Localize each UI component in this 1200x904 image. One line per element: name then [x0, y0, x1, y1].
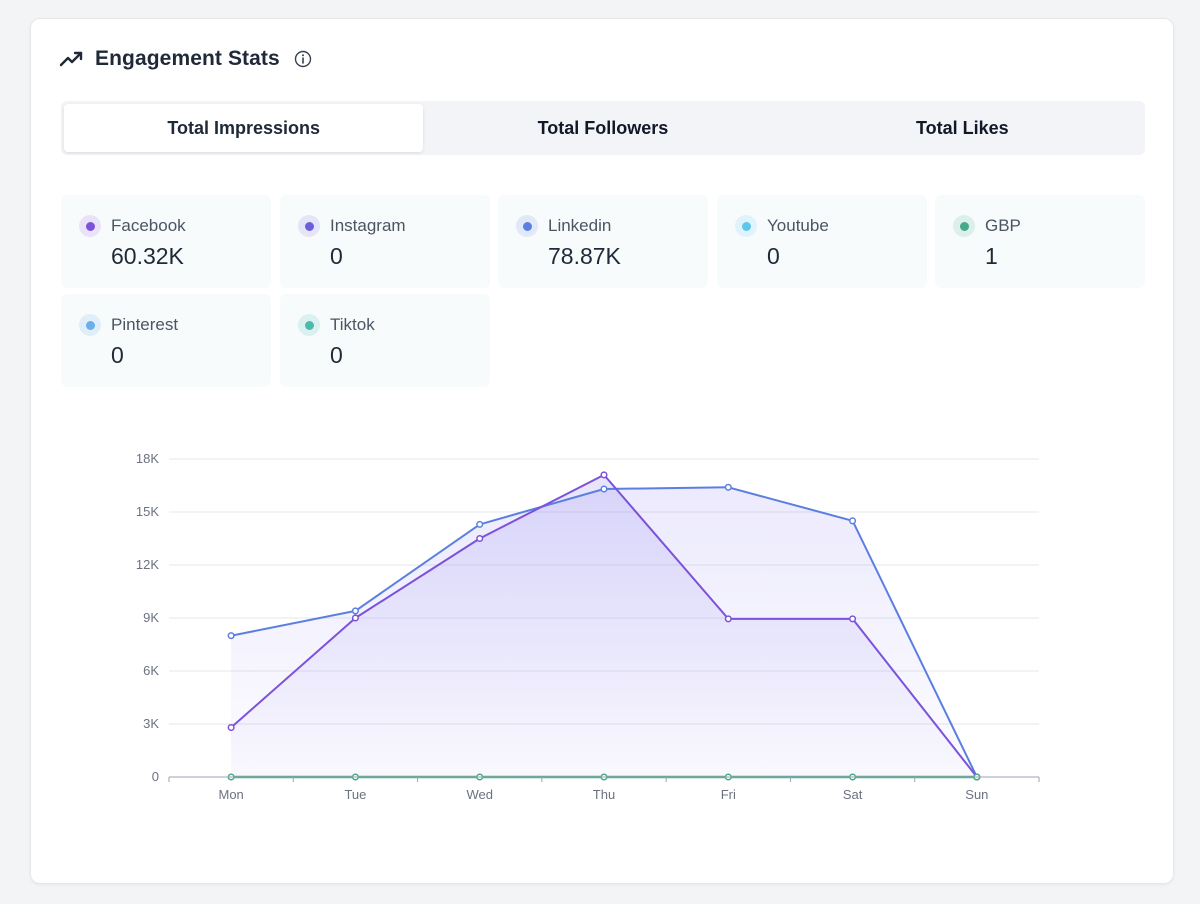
x-tick-label: Sat	[843, 787, 863, 802]
stat-value: 78.87K	[548, 243, 621, 269]
series-1-point[interactable]	[227, 723, 235, 732]
info-icon[interactable]	[294, 50, 312, 68]
stat-card-facebook: Facebook 60.32K	[61, 195, 271, 288]
card-title: Engagement Stats	[95, 47, 280, 70]
stat-name: Pinterest	[111, 315, 179, 334]
series-1-point[interactable]	[476, 534, 484, 543]
series-1-point[interactable]	[849, 615, 857, 623]
metric-tabs: Total Impressions Total Followers Total …	[61, 101, 1145, 155]
stat-name: GBP	[985, 216, 1021, 235]
stat-name: Instagram	[330, 216, 406, 235]
stat-value: 0	[330, 243, 343, 269]
facebook-dot-icon	[79, 215, 101, 237]
y-tick-label: 9K	[143, 610, 159, 625]
stat-value: 0	[111, 342, 124, 368]
series-0-point[interactable]	[227, 632, 235, 640]
impressions-line-chart: 0 3K 6K 9K 12K 15K 18K Mon Tue Wed Thu Fri Sat Sun	[136, 451, 1040, 802]
y-tick-label: 12K	[136, 557, 159, 572]
stat-card-tiktok: Tiktok 0	[280, 294, 490, 387]
pinterest-dot-icon	[79, 314, 101, 336]
linkedin-dot-icon	[516, 215, 538, 237]
y-tick-label: 0	[152, 769, 159, 784]
stat-value: 1	[985, 243, 998, 269]
tab-total-impressions[interactable]: Total Impressions	[64, 104, 424, 152]
series-0-point[interactable]	[351, 607, 359, 615]
x-tick-label: Sun	[965, 787, 988, 802]
stat-value: 60.32K	[111, 243, 184, 269]
stat-value: 0	[330, 342, 343, 368]
series-0-point[interactable]	[724, 483, 732, 491]
y-tick-label: 3K	[143, 716, 159, 731]
x-tick-label: Fri	[721, 787, 736, 802]
series-1-point[interactable]	[600, 471, 608, 479]
stat-name: Youtube	[767, 216, 829, 235]
stat-card-gbp: GBP 1	[935, 195, 1145, 288]
stat-name: Linkedin	[548, 216, 612, 235]
youtube-dot-icon	[735, 215, 757, 237]
stat-card-linkedin: Linkedin 78.87K	[498, 195, 708, 288]
stat-card-instagram: Instagram 0	[280, 195, 490, 288]
series-0-point[interactable]	[476, 520, 484, 528]
y-tick-label: 18K	[136, 451, 159, 466]
instagram-dot-icon	[298, 215, 320, 237]
stat-value: 0	[767, 243, 780, 269]
series-1-area	[231, 474, 977, 777]
series-1-point[interactable]	[724, 615, 732, 623]
x-tick-label: Thu	[593, 787, 615, 802]
gbp-dot-icon	[953, 215, 975, 237]
stat-card-pinterest: Pinterest 0	[61, 294, 271, 387]
y-tick-label: 15K	[136, 504, 159, 519]
stat-name: Facebook	[111, 216, 186, 235]
x-tick-label: Wed	[466, 787, 493, 802]
card-header: Engagement Stats	[59, 47, 312, 71]
stat-card-youtube: Youtube 0	[717, 195, 927, 288]
engagement-stats-card: Engagement Stats Total Impressions Total…	[30, 18, 1174, 884]
tab-total-likes[interactable]: Total Likes	[915, 117, 1009, 138]
x-tick-label: Tue	[344, 787, 366, 802]
tiktok-dot-icon	[298, 314, 320, 336]
series-1-point[interactable]	[351, 614, 359, 622]
stat-name: Tiktok	[330, 315, 375, 334]
series-0-point[interactable]	[600, 485, 608, 493]
tab-total-followers[interactable]: Total Followers	[537, 117, 669, 138]
series-0-point[interactable]	[849, 517, 857, 525]
trending-up-icon	[59, 51, 83, 67]
y-tick-label: 6K	[143, 663, 159, 678]
x-tick-label: Mon	[218, 787, 243, 802]
